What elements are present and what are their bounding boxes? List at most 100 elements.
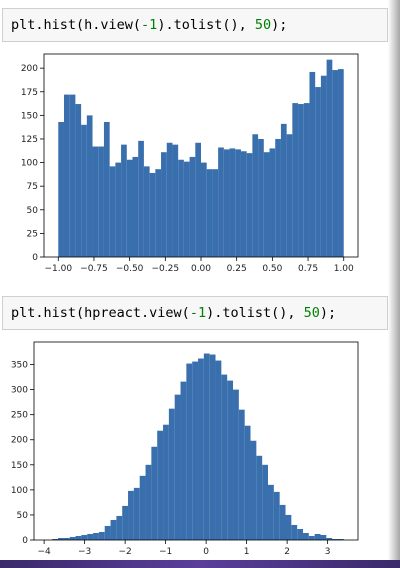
histogram-bar xyxy=(298,104,304,257)
histogram-bar xyxy=(303,532,309,540)
y-tick-label: 125 xyxy=(21,135,38,145)
y-tick-label: 100 xyxy=(11,486,28,496)
histogram-bar xyxy=(98,531,105,540)
y-tick-label: 350 xyxy=(11,361,28,371)
histogram-bar xyxy=(252,134,259,257)
histogram-bar xyxy=(63,94,70,257)
x-tick-label: −0.50 xyxy=(116,264,144,274)
histogram-bar xyxy=(285,514,292,540)
code-text-arg: -1 xyxy=(141,17,158,33)
code-cell-1[interactable]: plt.hist(h.view(-1).tolist(), 50); xyxy=(2,8,388,42)
x-tick-label: 3 xyxy=(325,547,331,557)
histogram-bar xyxy=(183,161,190,257)
y-tick-label: 100 xyxy=(21,159,38,169)
histogram-bar xyxy=(103,121,110,258)
histogram-bar xyxy=(180,381,187,540)
histogram-bar xyxy=(203,353,210,540)
histogram-bar xyxy=(218,147,224,257)
histogram-bar xyxy=(338,69,344,257)
histogram-bar xyxy=(69,94,76,257)
histogram-bar xyxy=(308,535,315,540)
histogram-bar xyxy=(201,162,207,257)
histogram-bar xyxy=(122,505,129,540)
histogram-bar xyxy=(63,537,70,540)
histogram-bar xyxy=(279,504,286,540)
x-tick-label: −3 xyxy=(78,547,91,557)
y-tick-label: 0 xyxy=(22,536,28,546)
histogram-bar xyxy=(151,446,158,540)
histogram-bar xyxy=(198,358,204,540)
code-text-mid: ).tolist(), xyxy=(206,305,304,321)
x-tick-label: 0 xyxy=(203,547,209,557)
histogram-bar xyxy=(115,162,122,257)
code-text-prefix: plt.hist(h.view( xyxy=(11,17,142,33)
y-tick-label: 200 xyxy=(11,436,28,446)
x-tick-label: 0.50 xyxy=(262,264,282,274)
histogram-bar xyxy=(92,146,99,257)
histogram-chart-2: 0 50 100 150 200 250 300 350 −4 −3 −2 −1 0 1 2 3 xyxy=(11,341,359,557)
y-tick-label: 150 xyxy=(21,111,38,121)
histogram-bar xyxy=(227,380,234,540)
histogram-bar xyxy=(332,70,339,257)
histogram-bar xyxy=(126,159,133,257)
y-tick-label: 300 xyxy=(11,386,28,396)
y-tick-label: 175 xyxy=(21,88,38,98)
histogram-bar xyxy=(320,534,327,540)
histogram-bar xyxy=(320,75,327,257)
histogram-bar xyxy=(223,149,230,257)
histogram-bar xyxy=(166,142,173,257)
x-tick-label: 0.25 xyxy=(227,264,247,274)
code-text-mid: ).tolist(), xyxy=(157,17,255,33)
histogram-bar xyxy=(273,491,280,540)
histogram-bar xyxy=(292,103,299,257)
x-tick-label: 0.00 xyxy=(191,264,211,274)
histogram-bar xyxy=(192,361,199,540)
plot-frame xyxy=(33,341,359,541)
histogram-bar xyxy=(209,354,216,540)
histogram-bar xyxy=(262,464,269,540)
y-tick-label: 0 xyxy=(32,253,38,263)
histogram-bar xyxy=(314,533,321,540)
histogram-bar xyxy=(246,153,253,257)
code-text-suffix: ); xyxy=(319,305,337,321)
histogram-bar xyxy=(98,146,104,257)
histogram-bar xyxy=(75,104,82,257)
histogram-bar xyxy=(81,124,87,257)
histogram-bar xyxy=(75,535,82,540)
y-tick-label: 50 xyxy=(27,206,39,216)
y-tick-label: 25 xyxy=(27,229,38,239)
histogram-bar xyxy=(128,490,134,540)
histogram-bar xyxy=(109,166,116,257)
histogram-bar xyxy=(263,152,270,257)
histogram-bar xyxy=(116,515,123,540)
x-tick-label: −0.75 xyxy=(80,264,108,274)
histogram-bar xyxy=(132,156,139,257)
histogram-bar xyxy=(233,389,239,540)
x-tick-label: 1.00 xyxy=(334,264,354,274)
histogram-bar xyxy=(332,538,338,540)
histogram-bar xyxy=(256,455,263,540)
histogram-bar xyxy=(168,408,175,540)
histogram-bar xyxy=(186,363,193,540)
histogram-bar xyxy=(104,525,111,540)
x-tick-label: 1 xyxy=(244,547,250,557)
histogram-bar xyxy=(172,144,179,257)
y-tick-label: 200 xyxy=(21,64,38,74)
histogram-bar xyxy=(286,134,293,257)
histogram-bar xyxy=(235,149,241,257)
histogram-bar xyxy=(149,172,156,257)
histogram-bar xyxy=(337,538,344,540)
histogram-bar xyxy=(121,144,127,257)
histogram-bar xyxy=(206,169,213,257)
code-cell-2[interactable]: plt.hist(hpreact.view(-1).tolist(), 50); xyxy=(2,296,388,330)
x-tick-label: 0.75 xyxy=(298,264,318,274)
histogram-bar xyxy=(178,159,184,257)
code-text-bins: 50 xyxy=(303,305,320,321)
histogram-bar xyxy=(221,374,228,540)
x-tick-label: −2 xyxy=(118,547,131,557)
histogram-bar xyxy=(244,425,251,540)
histogram-bar xyxy=(215,360,222,540)
histogram-bar xyxy=(58,537,64,540)
histogram-bar xyxy=(133,487,140,540)
histogram-bar xyxy=(238,409,245,540)
